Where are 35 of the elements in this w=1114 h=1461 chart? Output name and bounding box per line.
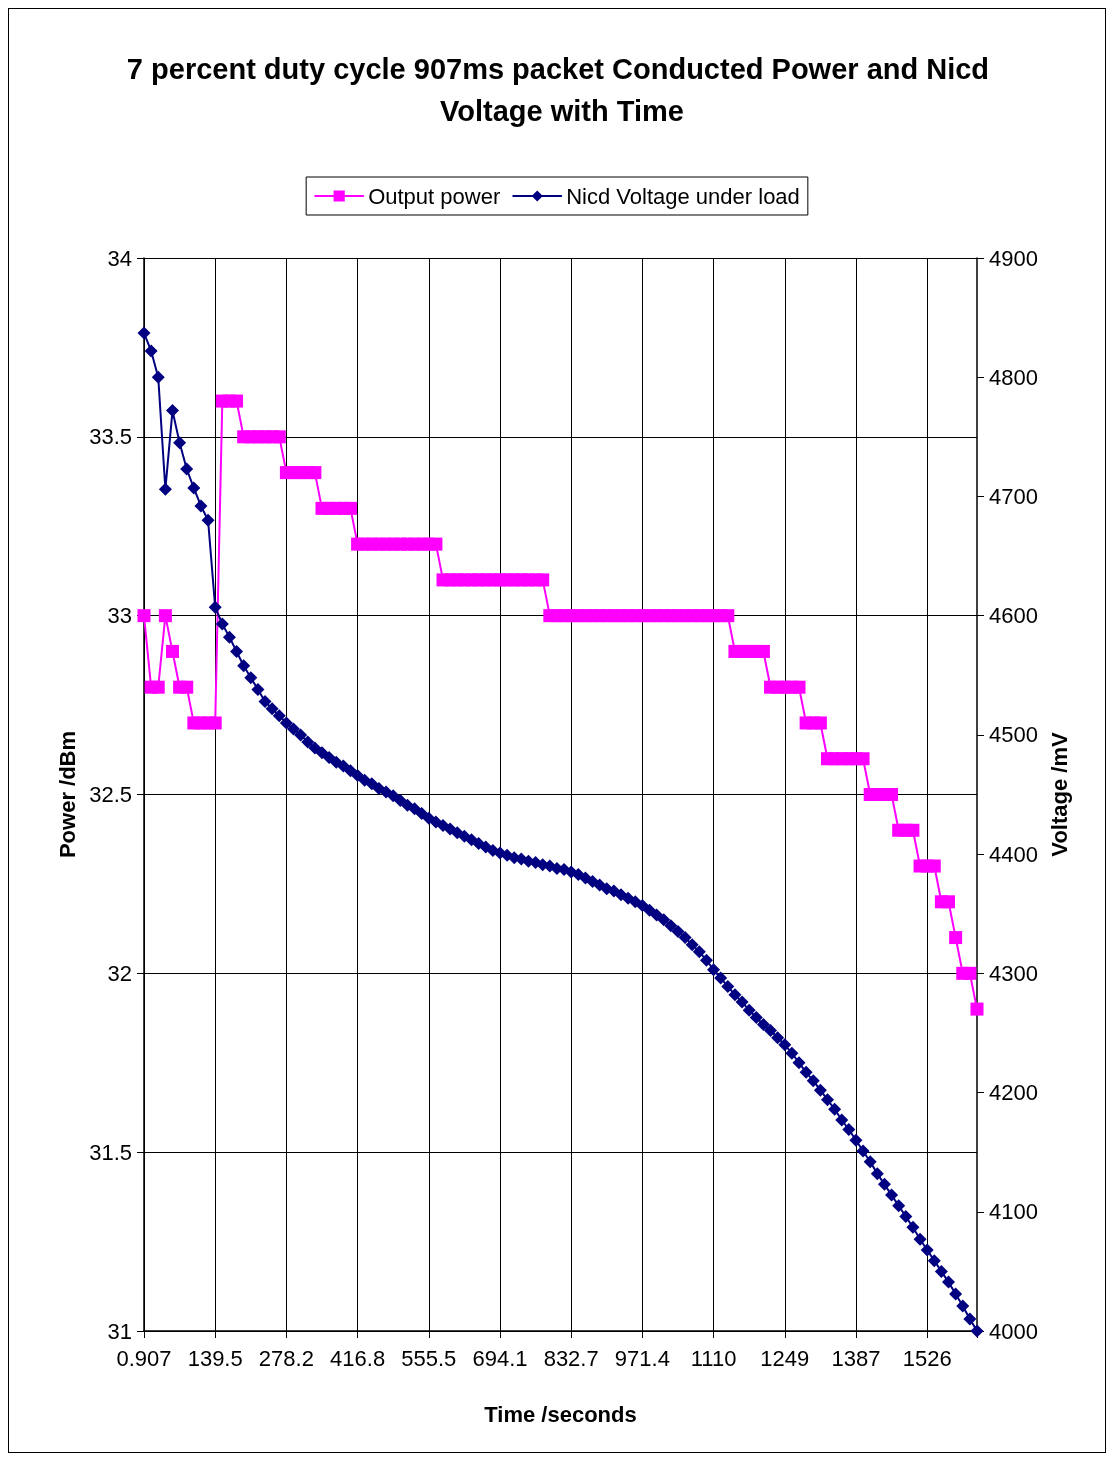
y2-tick-label: 4200 [989,1080,1038,1106]
x-tick-label: 416.8 [330,1345,386,1371]
x-tick-label: 694.1 [472,1345,528,1371]
chart-title: 7 percent duty cycle 907ms packet Conducted Power and Nicd Voltage with Time [126,53,998,127]
y-tick-label: 34 [107,245,132,271]
x-tick-label: 0.907 [116,1345,172,1371]
x-tick-label: 832.7 [543,1345,599,1371]
y2-tick-label: 4900 [989,245,1038,271]
y-tick-label: 31 [107,1318,132,1344]
y-tick-label: 32.5 [89,782,132,807]
y2-tick-label: 4500 [989,722,1038,748]
x-tick-label: 555.5 [401,1345,457,1371]
y2-tick-label: 4000 [989,1318,1038,1344]
x-tick-label: 1387 [831,1345,881,1371]
y-axis-title: Power /dBm [54,730,80,859]
y2-tick-label: 4800 [989,364,1038,390]
y2-tick-label: 4300 [989,960,1038,986]
y2-axis-title: Voltage /mV [1047,732,1073,857]
legend-label: Output power [368,183,501,209]
x-tick-label: 1249 [760,1345,810,1371]
y2-tick-label: 4700 [989,483,1038,509]
y-tick-label: 33 [107,603,132,629]
y-tick-label: 32 [107,960,132,986]
x-tick-label: 1526 [902,1345,952,1371]
y-tick-label: 31.5 [89,1139,132,1165]
x-tick-label: 278.2 [258,1345,314,1371]
y-tick-label: 33.5 [89,424,132,450]
x-tick-label: 1110 [690,1345,737,1371]
x-tick-label: 139.5 [187,1345,243,1371]
legend-label: Nicd Voltage under load [566,183,800,209]
x-axis-title: Time /seconds [484,1401,637,1427]
y2-tick-label: 4600 [989,603,1038,629]
x-tick-label: 971.4 [614,1345,670,1371]
y2-tick-label: 4400 [989,841,1038,867]
y2-tick-label: 4100 [989,1199,1038,1225]
